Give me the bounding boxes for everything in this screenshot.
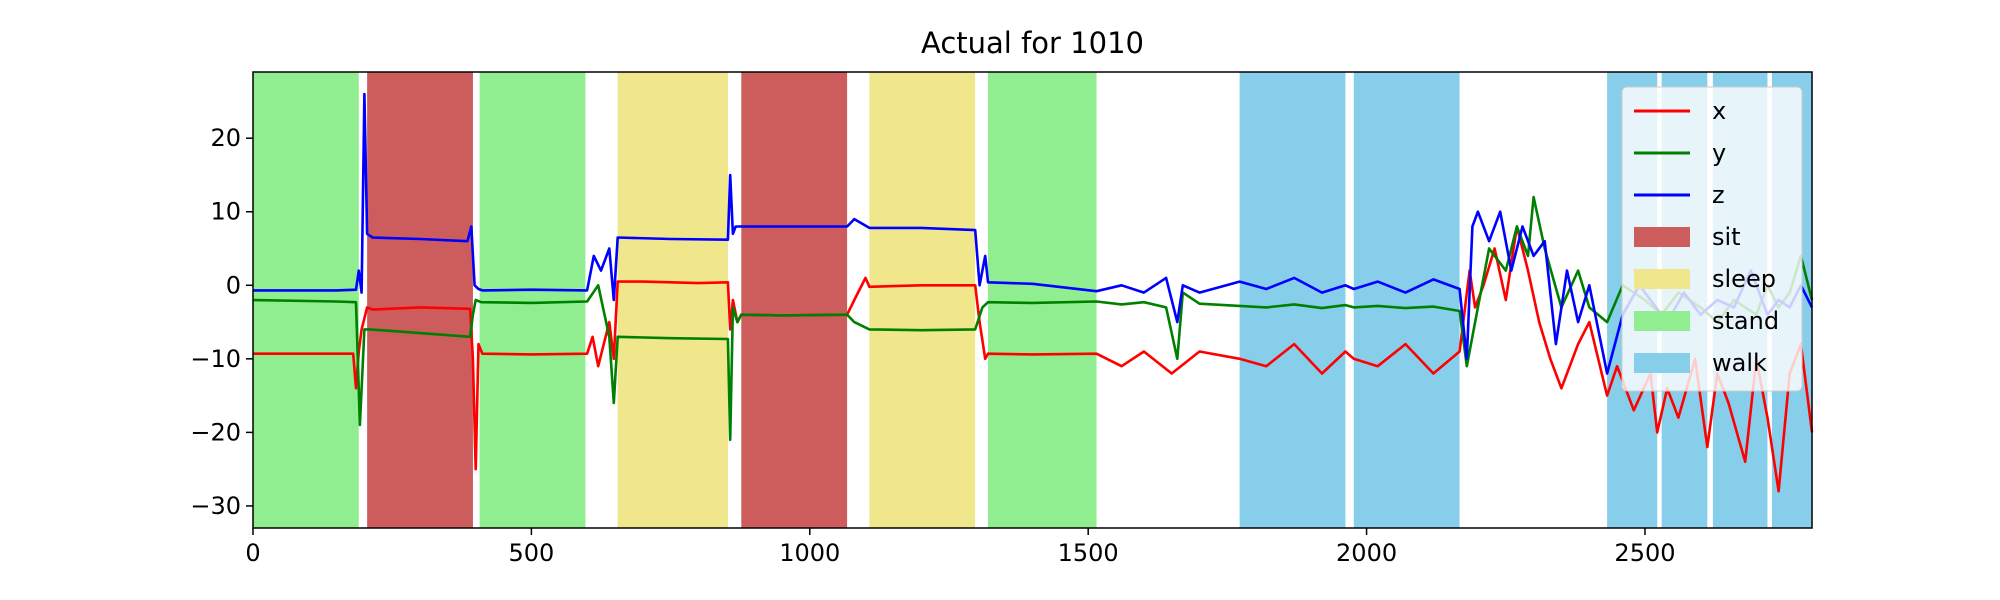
series-line-y — [252, 195, 1814, 442]
legend-label-sit: sit — [1712, 223, 1741, 251]
legend-label-z: z — [1712, 181, 1725, 209]
y-tick-label: −30 — [190, 492, 241, 520]
band-sleep — [869, 72, 976, 528]
legend-swatch-walk — [1634, 353, 1690, 373]
legend-swatch-sleep — [1634, 269, 1690, 289]
x-tick-label: 1500 — [1058, 539, 1119, 567]
legend-label-y: y — [1712, 139, 1726, 167]
legend-swatch-stand — [1634, 311, 1690, 331]
x-tick-label: 500 — [508, 539, 554, 567]
chart-title: Actual for 1010 — [921, 26, 1144, 60]
legend: xyz sit sleep stand walk — [1621, 86, 1803, 392]
legend-label-sleep: sleep — [1712, 265, 1776, 293]
legend-label-walk: walk — [1712, 349, 1767, 377]
y-tick-label: −10 — [190, 345, 241, 373]
band-stand — [479, 72, 586, 528]
x-axis: 0 500 1000 1500 2000 2500 — [245, 528, 1676, 567]
activity-bands — [253, 72, 1812, 528]
y-tick-label: 20 — [210, 124, 241, 152]
band-walk — [1239, 72, 1346, 528]
legend-label-x: x — [1712, 97, 1726, 125]
x-tick-label: 1000 — [779, 539, 840, 567]
band-sleep — [617, 72, 728, 528]
x-tick-label: 2000 — [1336, 539, 1397, 567]
plot-frame — [252, 71, 1813, 529]
y-axis: −30 −20 −10 0 10 20 — [190, 124, 253, 520]
y-tick-label: 0 — [226, 271, 241, 299]
band-stand — [987, 72, 1097, 528]
band-sit — [741, 72, 848, 528]
x-tick-label: 2500 — [1614, 539, 1675, 567]
x-tick-label: 0 — [245, 539, 260, 567]
y-tick-label: 10 — [210, 198, 241, 226]
legend-label-stand: stand — [1712, 307, 1779, 335]
band-walk — [1353, 72, 1460, 528]
series-line-z — [253, 92, 1814, 375]
legend-swatch-sit — [1634, 227, 1690, 247]
y-tick-label: −20 — [190, 418, 241, 446]
band-sit — [367, 72, 473, 528]
